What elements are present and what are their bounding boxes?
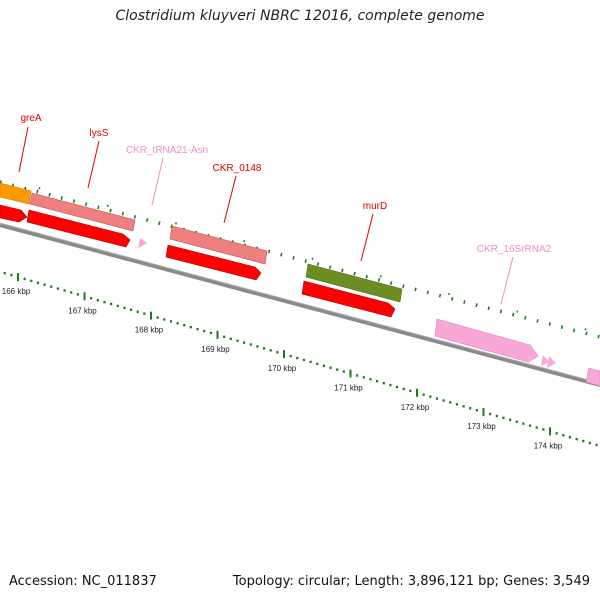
label-murD[interactable]: murD [363, 201, 387, 212]
label-16s[interactable]: CKR_16SrRNA2 [477, 244, 552, 255]
ruler-label-168: 168 kbp [135, 326, 164, 335]
gene-greA[interactable] [0, 182, 32, 205]
label-lysS[interactable]: lysS [90, 128, 109, 139]
genome-summary: Topology: circular; Length: 3,896,121 bp… [232, 574, 590, 589]
label-ckr0148[interactable]: CKR_0148 [213, 163, 262, 174]
gene-murD[interactable] [305, 263, 403, 303]
ruler-label-169: 169 kbp [201, 345, 230, 354]
accession-label: Accession: NC_011837 [9, 574, 157, 589]
ruler-label-166: 166 kbp [2, 287, 31, 296]
rrna-arrow-2[interactable] [547, 356, 556, 368]
ruler-label-173: 173 kbp [467, 422, 496, 431]
ruler-label-170: 170 kbp [268, 364, 297, 373]
ruler-label-174: 174 kbp [534, 441, 563, 450]
leader-murD [360, 213, 374, 262]
leader-16s [500, 256, 514, 305]
leader-lysS [87, 140, 100, 189]
leader-trna21 [151, 157, 164, 206]
cds-ckr0148[interactable] [165, 244, 262, 281]
cds-murD[interactable] [301, 280, 396, 318]
scale-ruler: 166 kbp 167 kbp 168 kbp 169 kbp 170 kbp 171 k… [2, 271, 598, 450]
feature-row-genes [0, 182, 600, 387]
ruler-label-172: 172 kbp [401, 403, 430, 412]
rrna-arrow-1[interactable] [541, 355, 549, 366]
trna-asn-arrow[interactable] [138, 238, 147, 248]
leader-ckr0148 [223, 175, 237, 224]
cds-greA[interactable] [0, 204, 28, 223]
rrna-16s[interactable] [434, 318, 539, 363]
genome-title: Clostridium kluyveri NBRC 12016, complet… [115, 8, 485, 24]
cds-lysS[interactable] [26, 209, 131, 248]
label-trna21[interactable]: CKR_tRNA21-Asn [126, 145, 208, 156]
feature-row-cds [0, 204, 396, 318]
gene-labels: greA lysS CKR_tRNA21-Asn CKR_0148 murD C… [20, 113, 551, 255]
leader-greA [18, 126, 29, 173]
genome-backbone-highlight [0, 222, 600, 384]
genome-backbone [0, 223, 600, 387]
gene-ckr0148[interactable] [169, 225, 268, 265]
ruler-label-167: 167 kbp [68, 306, 97, 315]
rrna-next[interactable] [585, 367, 600, 387]
label-leaders [18, 126, 514, 305]
gene-lysS[interactable] [29, 192, 136, 232]
label-greA[interactable]: greA [20, 113, 41, 124]
ruler-label-171: 171 kbp [334, 384, 363, 393]
